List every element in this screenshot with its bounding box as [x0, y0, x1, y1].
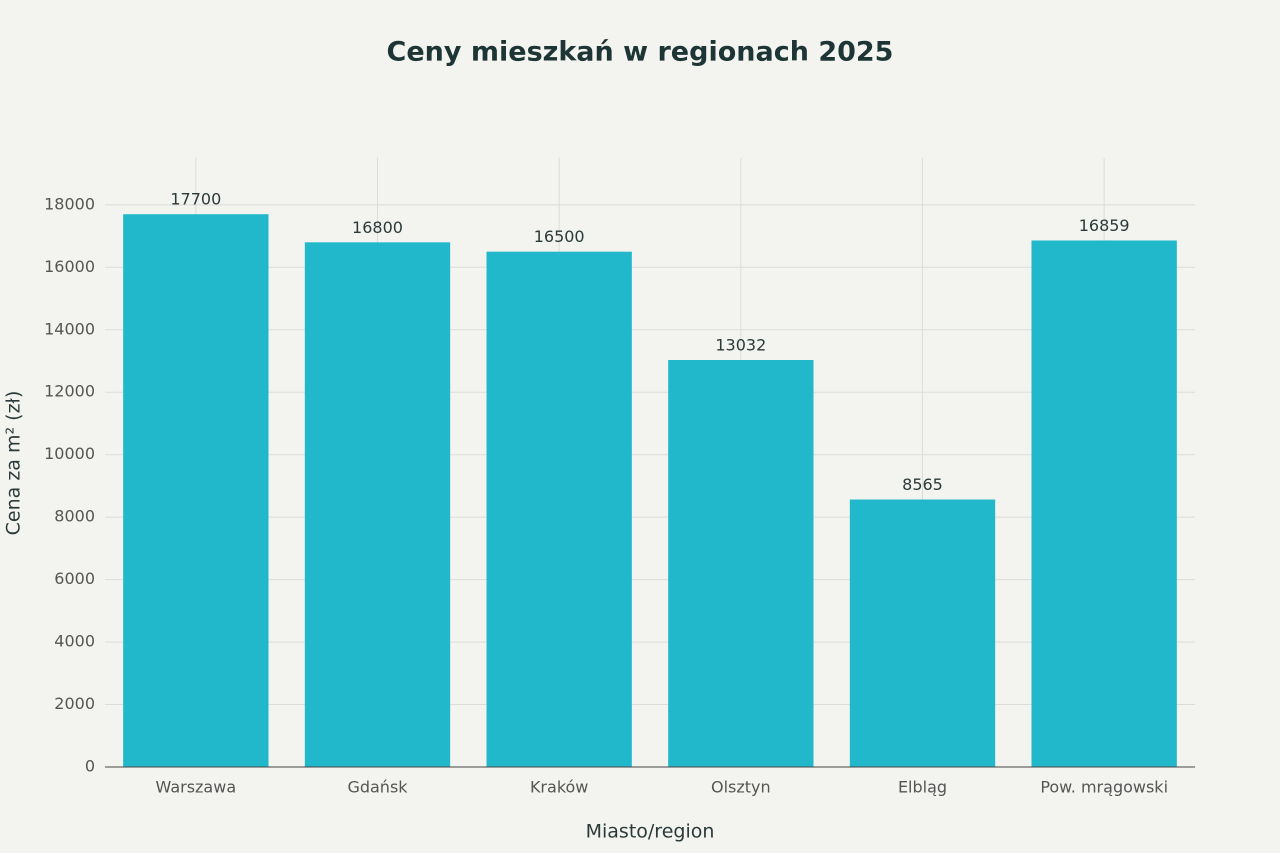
- y-tick-label: 12000: [44, 382, 95, 401]
- y-tick-label: 8000: [54, 507, 95, 526]
- y-tick-label: 16000: [44, 257, 95, 276]
- x-axis-title: Miasto/region: [586, 821, 715, 843]
- x-tick-label: Olsztyn: [711, 778, 771, 797]
- y-tick-label: 6000: [54, 569, 95, 588]
- y-tick-label: 2000: [54, 694, 95, 713]
- value-label: 16859: [1079, 216, 1130, 235]
- x-tick-label: Pow. mrągowski: [1040, 778, 1168, 797]
- y-tick-label: 4000: [54, 632, 95, 651]
- bar: [304, 242, 451, 768]
- bar: [849, 499, 996, 767]
- bar: [1031, 240, 1177, 767]
- value-label: 17700: [170, 190, 221, 209]
- y-tick-label: 18000: [44, 194, 95, 213]
- x-tick-label: Elbląg: [898, 778, 947, 797]
- value-label: 8565: [902, 475, 943, 494]
- y-axis-title: Cena za m² (zł): [3, 391, 25, 536]
- y-tick-label: 14000: [44, 319, 95, 338]
- y-tick-label: 10000: [44, 444, 95, 463]
- bar: [486, 251, 632, 767]
- y-tick-label: 0: [85, 757, 95, 776]
- x-tick-label: Kraków: [530, 778, 588, 797]
- value-label: 13032: [715, 336, 766, 355]
- bar: [668, 360, 814, 767]
- chart-title: Ceny mieszkań w regionach 2025: [387, 37, 894, 68]
- x-tick-label: Warszawa: [156, 778, 237, 797]
- value-label: 16800: [352, 218, 403, 237]
- bar: [123, 214, 269, 767]
- value-label: 16500: [534, 227, 585, 246]
- x-tick-label: Gdańsk: [347, 778, 408, 797]
